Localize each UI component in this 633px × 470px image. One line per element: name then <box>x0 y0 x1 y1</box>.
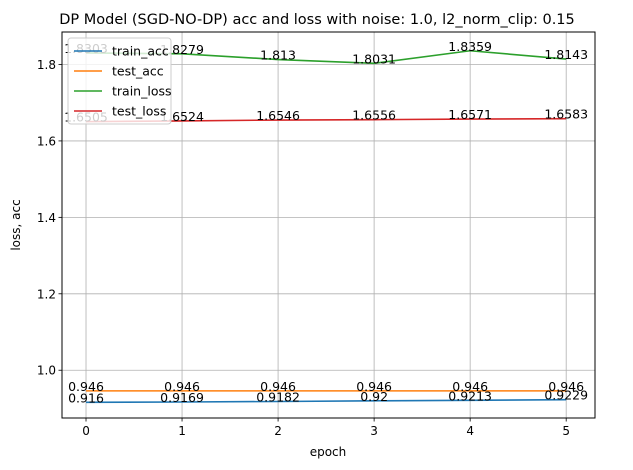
series-line-train_acc <box>86 398 567 404</box>
x-tick-label: 0 <box>82 424 90 438</box>
x-tick-label: 3 <box>370 424 378 438</box>
legend: train_acc test_acc train_loss test_loss <box>67 37 172 125</box>
data-label-test_loss: 1.6546 <box>256 108 300 123</box>
data-label-test_loss: 1.6556 <box>352 108 396 123</box>
data-label-train_acc: 0.9229 <box>544 388 588 403</box>
data-label-train_loss: 1.8031 <box>352 51 396 66</box>
legend-box <box>67 37 172 125</box>
data-label-test_acc: 0.946 <box>164 379 200 394</box>
data-label-train_acc: 0.9169 <box>160 390 204 405</box>
y-tick-label: 1.0 <box>37 364 56 378</box>
data-label-train_acc: 0.9182 <box>256 389 300 404</box>
data-label-train_loss: 1.8143 <box>544 47 588 62</box>
data-label-train_acc: 0.92 <box>360 389 388 404</box>
data-label-test_acc: 0.946 <box>548 379 584 394</box>
y-axis-label: loss, acc <box>9 199 23 250</box>
y-tick-label: 1.6 <box>37 134 56 148</box>
y-tick-label: 1.2 <box>37 287 56 301</box>
legend-label-train_loss: train_loss <box>112 84 172 99</box>
ticks: 0 1 2 3 4 5 1.0 1.2 1.4 1.6 1.8 <box>37 58 570 438</box>
x-tick-label: 4 <box>466 424 474 438</box>
data-label-test_loss: 1.6571 <box>448 107 492 122</box>
y-tick-label: 1.4 <box>37 211 56 225</box>
data-label-train_loss: 1.8359 <box>448 39 492 54</box>
x-tick-label: 1 <box>178 424 186 438</box>
chart-title: DP Model (SGD-NO-DP) acc and loss with n… <box>59 12 575 28</box>
legend-label-train_acc: train_acc <box>112 44 169 59</box>
plot-frame <box>61 31 596 419</box>
y-tick-label: 1.8 <box>37 58 56 72</box>
x-tick-label: 2 <box>274 424 282 438</box>
data-label-train_acc: 0.9213 <box>448 388 492 403</box>
legend-label-test_loss: test_loss <box>112 104 166 119</box>
data-label-test_acc: 0.946 <box>452 379 488 394</box>
x-tick-label: 5 <box>562 424 570 438</box>
data-label-train_acc: 0.916 <box>68 390 104 405</box>
data-label-test_loss: 1.6583 <box>544 107 588 122</box>
data-label-test_acc: 0.946 <box>260 379 296 394</box>
data-label-test_acc: 0.946 <box>68 379 104 394</box>
data-label-test_acc: 0.946 <box>356 379 392 394</box>
legend-label-test_acc: test_acc <box>112 64 164 79</box>
data-label-train_loss: 1.813 <box>260 48 296 63</box>
x-axis-label: epoch <box>310 445 347 459</box>
